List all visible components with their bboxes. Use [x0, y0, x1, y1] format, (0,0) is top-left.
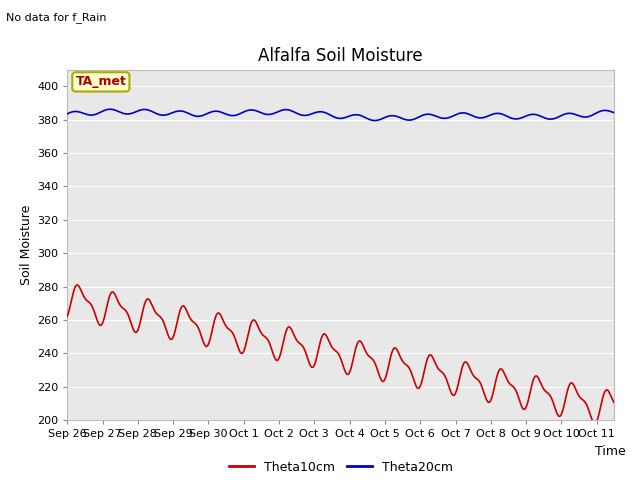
X-axis label: Time: Time [595, 444, 625, 457]
Title: Alfalfa Soil Moisture: Alfalfa Soil Moisture [259, 47, 423, 65]
Y-axis label: Soil Moisture: Soil Moisture [20, 204, 33, 285]
Text: No data for f_Rain: No data for f_Rain [6, 12, 107, 23]
Text: TA_met: TA_met [76, 75, 126, 88]
Legend: Theta10cm, Theta20cm: Theta10cm, Theta20cm [223, 456, 458, 479]
